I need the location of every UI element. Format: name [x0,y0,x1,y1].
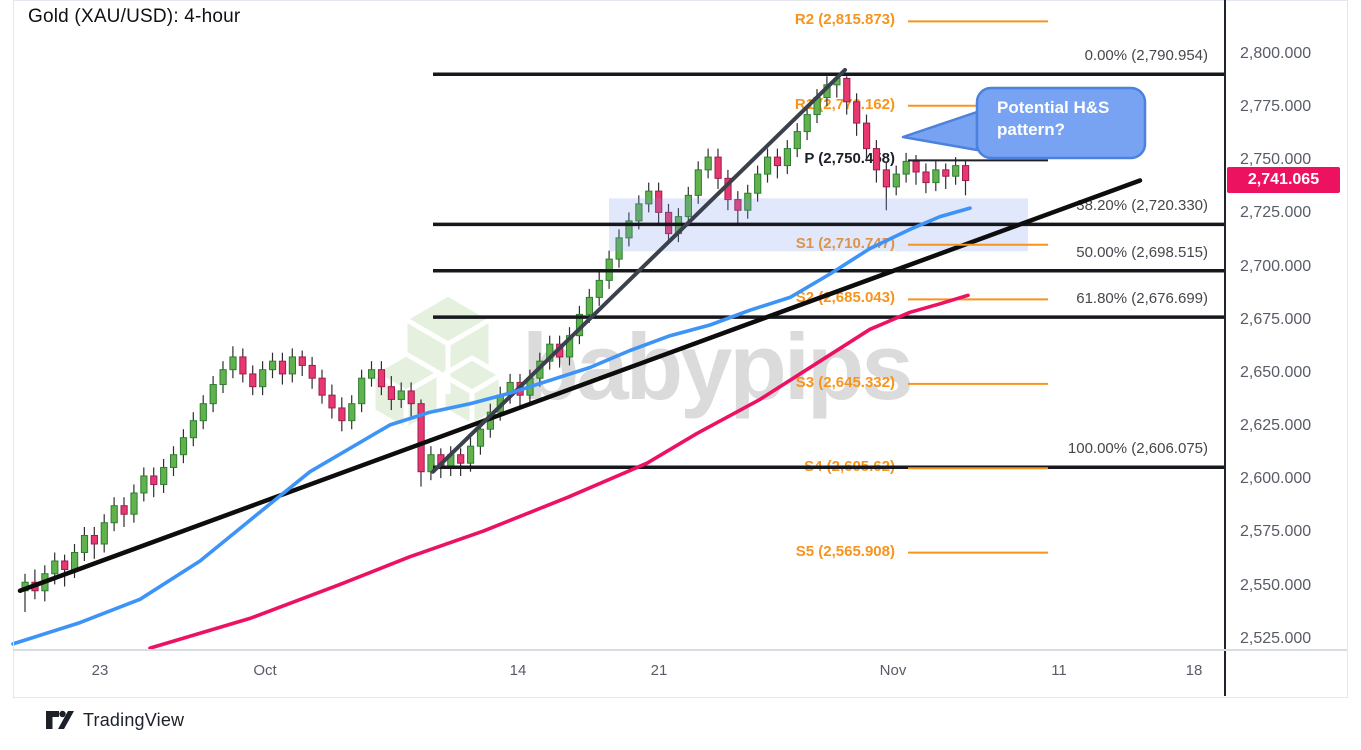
candle-body [457,454,465,464]
candle-body [912,160,920,173]
footer-brand-text: TradingView [83,709,185,730]
candle-body [80,534,89,553]
candle-body [625,220,633,239]
slow-ma-line [148,293,970,650]
candle-body [764,156,772,175]
candle-body [566,335,574,358]
footer-brand[interactable]: TradingView [45,708,184,732]
candle-body [51,560,59,575]
candle-body [962,165,970,181]
candle-body [140,475,148,494]
last-price-badge: 2,741.065 [1227,167,1340,194]
candle-body [793,131,801,150]
candle-body [882,169,890,188]
candle-body [110,505,118,524]
candle-body [704,156,712,171]
candle-body [150,475,158,485]
candle-body [863,122,871,150]
candle-body [585,296,593,315]
candle-body [170,454,178,468]
candle-body [684,194,692,218]
candle-body [318,377,326,396]
candle-body [308,364,316,379]
candle-body [932,169,940,184]
major-uptrend-trendline [17,178,1143,594]
candle-body [199,403,207,422]
candle-body [843,77,851,103]
callout-tail [901,110,979,152]
candle-body [397,390,405,400]
candle-body [269,360,277,371]
candle-body [783,148,791,167]
candle-body [853,101,861,124]
candle-body [239,356,247,375]
candle-body [655,190,663,213]
candle-body [942,169,950,177]
candle-body [407,390,415,405]
tradingview-logo-icon [46,710,74,729]
candle-body [595,279,603,298]
candle-body [368,369,376,379]
candle-body [249,373,257,388]
candle-body [209,384,217,405]
candle-body [61,560,69,570]
candle-body [348,403,356,422]
candle-body [734,199,742,211]
candle-body [377,369,386,388]
candle-body [71,551,79,570]
candle-body [387,386,395,400]
candle-body [417,403,425,473]
candle-body [259,369,267,388]
candle-body [219,369,227,386]
candle-body [467,445,475,464]
candle-body [160,466,168,485]
candle-body [278,360,287,375]
candle-body [952,165,960,177]
candle-body [803,114,811,133]
candle-body [229,356,237,371]
annotation-callout[interactable]: Potential H&S pattern? [997,98,1110,139]
candle-body [338,407,346,422]
candle-body [120,505,128,515]
candle-body [902,160,910,175]
candle-body [615,237,623,260]
candle-body [298,356,306,366]
callout-box [975,86,1147,160]
candle-body [476,428,485,447]
candle-body [100,522,108,545]
candle-body [892,173,900,188]
candle-body [130,492,138,515]
steep-uptrend-trendline [431,67,847,474]
candle-body [744,192,752,211]
candle-body [288,356,296,375]
candle-body [645,190,653,205]
candle-body [694,169,702,196]
candle-body [179,437,188,456]
chart-title: Gold (XAU/USD): 4-hour [28,6,241,27]
candle-body [773,156,782,167]
candle-body [189,420,198,439]
candle-body [358,377,366,405]
candle-body [90,534,99,545]
candle-body [328,394,336,409]
candle-body [754,173,762,194]
candle-body [714,156,722,179]
fast-ma-line [11,206,972,646]
candle-body [872,148,881,171]
candle-body [635,203,643,222]
candle-body [922,171,930,184]
